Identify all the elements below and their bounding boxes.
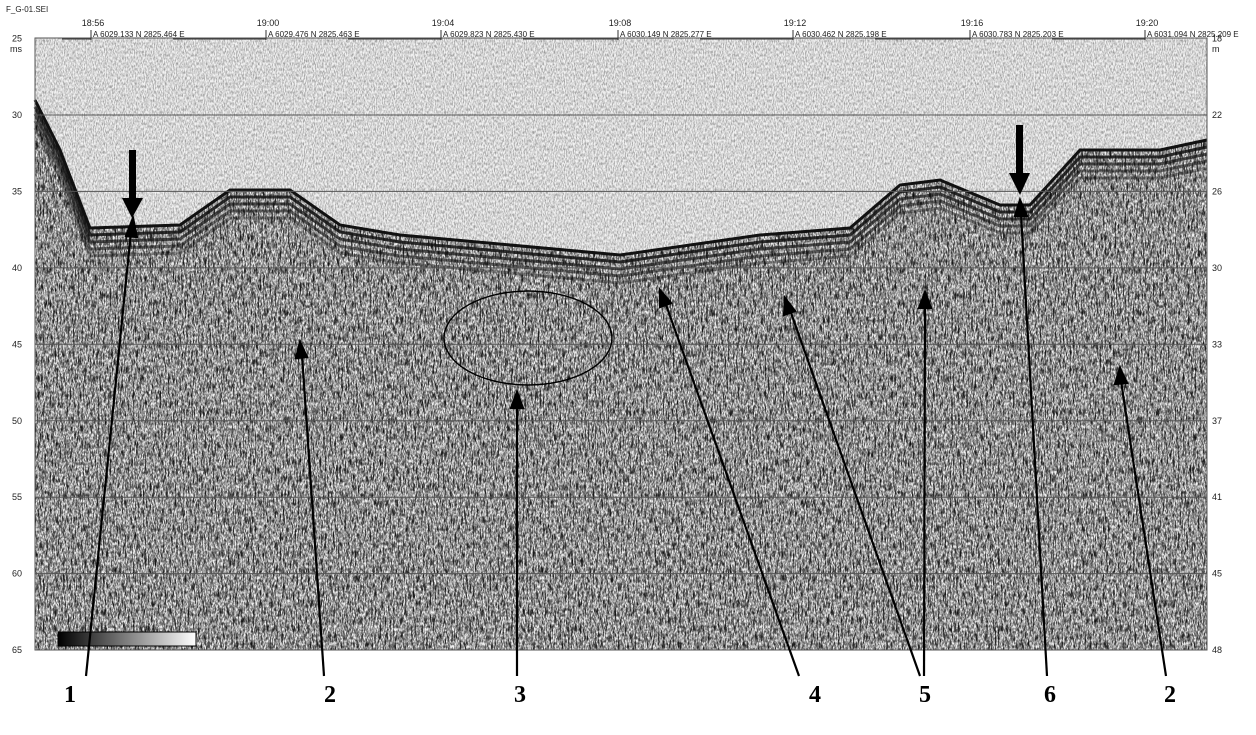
right-tick-label: 41	[1212, 492, 1222, 502]
time-label: 19:08	[609, 18, 632, 28]
file-name: F_G-01.SEI	[6, 5, 48, 14]
left-tick-label: 35	[12, 186, 22, 196]
position-label: A 6029.823 N 2825.430 E	[443, 30, 535, 39]
right-tick-label: 30	[1212, 263, 1222, 273]
callout-number: 5	[919, 682, 931, 708]
left-tick-label: 25	[12, 34, 22, 44]
left-tick-label: 50	[12, 416, 22, 426]
left-tick-label: 60	[12, 569, 22, 579]
callout-number: 3	[514, 682, 526, 708]
callout-number: 6	[1044, 682, 1056, 708]
position-label: A 6029.133 N 2825.464 E	[93, 30, 185, 39]
right-tick-label: 48	[1212, 645, 1222, 655]
figure: F_G-01.SEI 25303540455055606518222630333…	[0, 0, 1256, 735]
gray-scale	[58, 632, 196, 646]
callout-number: 1	[64, 682, 76, 708]
left-tick-label: 45	[12, 339, 22, 349]
time-label: 19:12	[784, 18, 807, 28]
right-tick-label: 26	[1212, 186, 1222, 196]
position-label: A 6030.149 N 2825.277 E	[620, 30, 712, 39]
right-unit: m	[1212, 44, 1220, 54]
time-label: 19:16	[961, 18, 984, 28]
right-tick-label: 22	[1212, 110, 1222, 120]
time-label: 19:00	[257, 18, 280, 28]
callout-number: 4	[809, 682, 821, 708]
position-label: A 6031.094 N 2825.209 E	[1147, 30, 1239, 39]
position-label: A 6030.783 N 2825.203 E	[972, 30, 1064, 39]
position-label: A 6029.476 N 2825.463 E	[268, 30, 360, 39]
right-tick-label: 45	[1212, 569, 1222, 579]
left-unit: ms	[10, 44, 22, 54]
time-label: 19:04	[432, 18, 455, 28]
callout-number: 2	[1164, 682, 1176, 708]
position-label: A 6030.462 N 2825.198 E	[795, 30, 887, 39]
time-label: 19:20	[1136, 18, 1159, 28]
right-tick-label: 33	[1212, 339, 1222, 349]
left-tick-label: 65	[12, 645, 22, 655]
callout-number: 2	[324, 682, 336, 708]
left-tick-label: 55	[12, 492, 22, 502]
time-label: 18:56	[82, 18, 105, 28]
right-tick-label: 37	[1212, 416, 1222, 426]
left-tick-label: 30	[12, 110, 22, 120]
left-tick-label: 40	[12, 263, 22, 273]
